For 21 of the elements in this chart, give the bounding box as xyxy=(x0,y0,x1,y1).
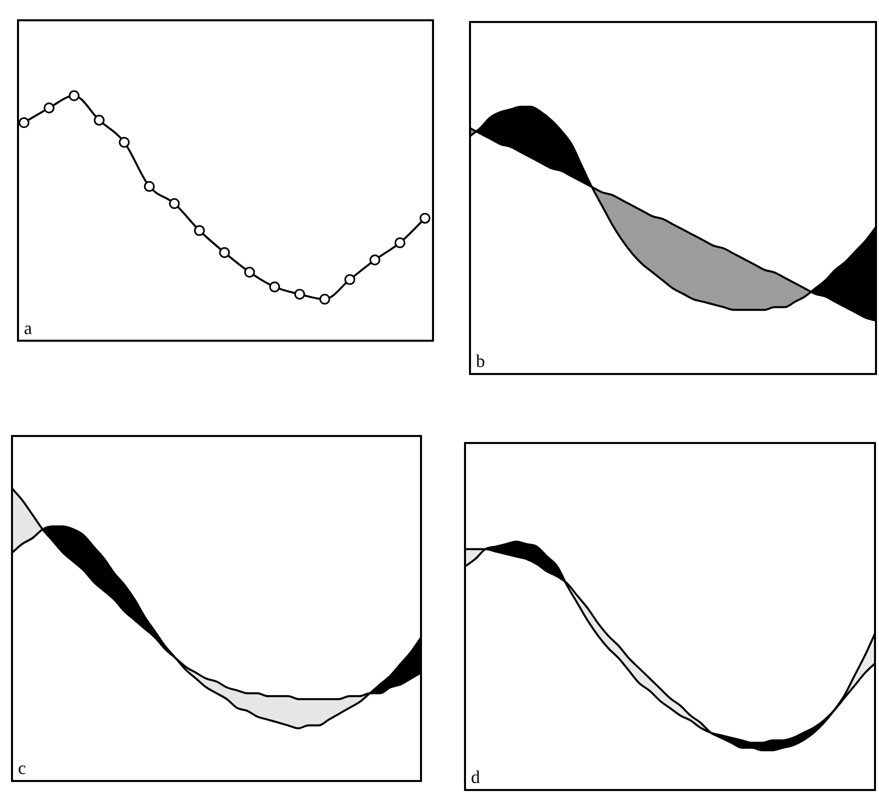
point xyxy=(319,294,330,305)
point xyxy=(118,136,130,148)
text: d xyxy=(471,767,480,787)
point xyxy=(344,274,356,285)
point xyxy=(269,281,280,292)
point xyxy=(144,180,155,192)
point xyxy=(194,225,205,236)
point xyxy=(44,102,54,114)
text: b xyxy=(476,351,485,371)
point xyxy=(294,288,306,300)
point xyxy=(94,114,105,126)
point xyxy=(244,266,255,278)
point xyxy=(394,237,406,248)
point xyxy=(68,90,80,102)
text: a xyxy=(24,318,32,338)
point xyxy=(168,198,180,209)
point xyxy=(369,254,380,266)
point xyxy=(18,117,30,128)
text: c xyxy=(18,758,26,778)
point xyxy=(420,212,430,224)
point xyxy=(219,247,230,258)
